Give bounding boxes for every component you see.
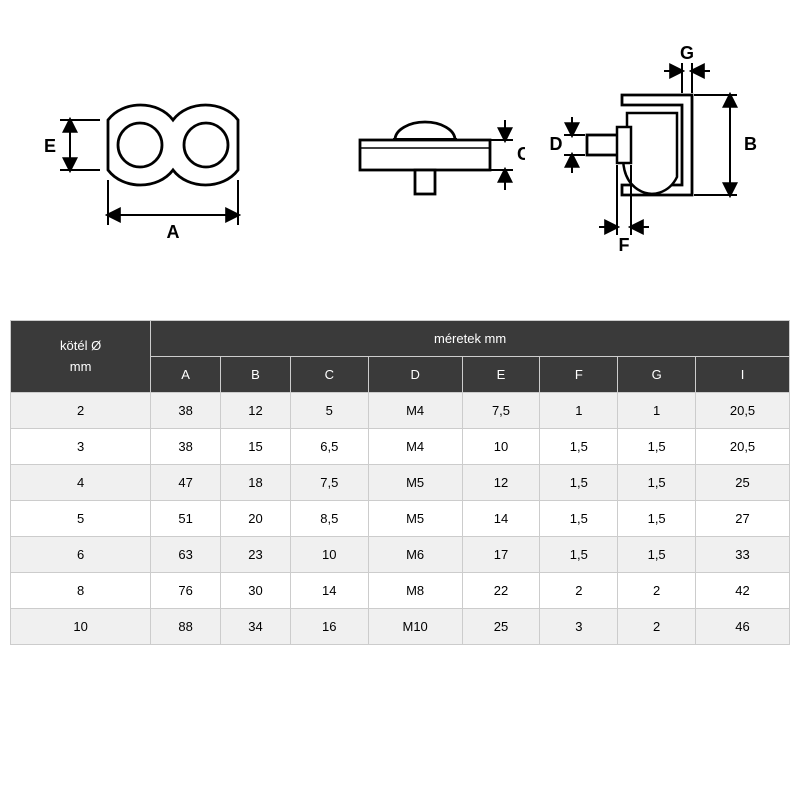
cell-G: 1,5 — [618, 465, 696, 501]
dim-label-E: E — [44, 136, 56, 156]
cell-F: 1,5 — [540, 465, 618, 501]
cell-rope: 4 — [11, 465, 151, 501]
dimensions-table-wrap: kötél Ø mm méretek mm ABCDEFGI 238125M47… — [10, 320, 790, 645]
cell-F: 1 — [540, 393, 618, 429]
cell-B: 30 — [221, 573, 291, 609]
cell-F: 1,5 — [540, 429, 618, 465]
cell-E: 12 — [462, 465, 540, 501]
cell-E: 14 — [462, 501, 540, 537]
cell-C: 10 — [290, 537, 368, 573]
dimensions-table: kötél Ø mm méretek mm ABCDEFGI 238125M47… — [10, 320, 790, 645]
table-row: 238125M47,51120,5 — [11, 393, 790, 429]
col-header-I: I — [696, 357, 790, 393]
col-header-D: D — [368, 357, 462, 393]
cell-I: 46 — [696, 609, 790, 645]
dim-label-F: F — [618, 235, 629, 255]
col-header-A: A — [151, 357, 221, 393]
cell-E: 7,5 — [462, 393, 540, 429]
cell-rope: 6 — [11, 537, 151, 573]
cell-rope: 10 — [11, 609, 151, 645]
cell-G: 2 — [618, 573, 696, 609]
cell-A: 76 — [151, 573, 221, 609]
cell-I: 42 — [696, 573, 790, 609]
cell-B: 15 — [221, 429, 291, 465]
cell-B: 34 — [221, 609, 291, 645]
cell-D: M4 — [368, 429, 462, 465]
cell-B: 18 — [221, 465, 291, 501]
cell-E: 25 — [462, 609, 540, 645]
cell-D: M5 — [368, 465, 462, 501]
dim-label-C: C — [517, 144, 525, 164]
cell-I: 20,5 — [696, 393, 790, 429]
table-row: 447187,5M5121,51,525 — [11, 465, 790, 501]
col-header-F: F — [540, 357, 618, 393]
col-header-span: méretek mm — [151, 321, 790, 357]
table-row: 338156,5M4101,51,520,5 — [11, 429, 790, 465]
cell-D: M8 — [368, 573, 462, 609]
cell-D: M5 — [368, 501, 462, 537]
cell-C: 7,5 — [290, 465, 368, 501]
cell-B: 12 — [221, 393, 291, 429]
cell-D: M4 — [368, 393, 462, 429]
table-row: 551208,5M5141,51,527 — [11, 501, 790, 537]
cell-C: 16 — [290, 609, 368, 645]
cell-G: 1,5 — [618, 501, 696, 537]
cell-E: 17 — [462, 537, 540, 573]
cell-rope: 3 — [11, 429, 151, 465]
cell-F: 1,5 — [540, 501, 618, 537]
cell-G: 1,5 — [618, 429, 696, 465]
col-header-C: C — [290, 357, 368, 393]
cell-D: M6 — [368, 537, 462, 573]
cell-A: 88 — [151, 609, 221, 645]
cell-A: 63 — [151, 537, 221, 573]
table-row: 8763014M8222242 — [11, 573, 790, 609]
cell-I: 20,5 — [696, 429, 790, 465]
table-row: 6632310M6171,51,533 — [11, 537, 790, 573]
cell-A: 38 — [151, 393, 221, 429]
col-header-B: B — [221, 357, 291, 393]
col-header-rope: kötél Ø mm — [11, 321, 151, 393]
cell-rope: 2 — [11, 393, 151, 429]
cell-F: 2 — [540, 573, 618, 609]
cell-D: M10 — [368, 609, 462, 645]
cell-A: 47 — [151, 465, 221, 501]
cell-I: 33 — [696, 537, 790, 573]
cell-A: 51 — [151, 501, 221, 537]
diagram-top-view: A E — [38, 50, 328, 260]
cell-I: 25 — [696, 465, 790, 501]
cell-C: 8,5 — [290, 501, 368, 537]
diagrams-row: A E — [10, 20, 790, 300]
col-header-E: E — [462, 357, 540, 393]
cell-C: 6,5 — [290, 429, 368, 465]
cell-I: 27 — [696, 501, 790, 537]
cell-C: 5 — [290, 393, 368, 429]
cell-F: 1,5 — [540, 537, 618, 573]
cell-G: 2 — [618, 609, 696, 645]
cell-F: 3 — [540, 609, 618, 645]
dim-label-A: A — [167, 222, 180, 242]
cell-B: 20 — [221, 501, 291, 537]
col-header-rope-l1: kötél Ø — [60, 338, 101, 353]
cell-G: 1 — [618, 393, 696, 429]
cell-E: 10 — [462, 429, 540, 465]
diagram-end-view: G B D F — [542, 45, 762, 265]
dim-label-B: B — [744, 134, 757, 154]
cell-C: 14 — [290, 573, 368, 609]
cell-rope: 8 — [11, 573, 151, 609]
table-row: 10883416M10253246 — [11, 609, 790, 645]
col-header-rope-l2: mm — [70, 359, 92, 374]
dim-label-D: D — [549, 134, 562, 154]
diagram-side-view: C — [345, 65, 525, 245]
cell-A: 38 — [151, 429, 221, 465]
cell-G: 1,5 — [618, 537, 696, 573]
cell-rope: 5 — [11, 501, 151, 537]
col-header-G: G — [618, 357, 696, 393]
dim-label-G: G — [680, 45, 694, 63]
cell-B: 23 — [221, 537, 291, 573]
cell-E: 22 — [462, 573, 540, 609]
